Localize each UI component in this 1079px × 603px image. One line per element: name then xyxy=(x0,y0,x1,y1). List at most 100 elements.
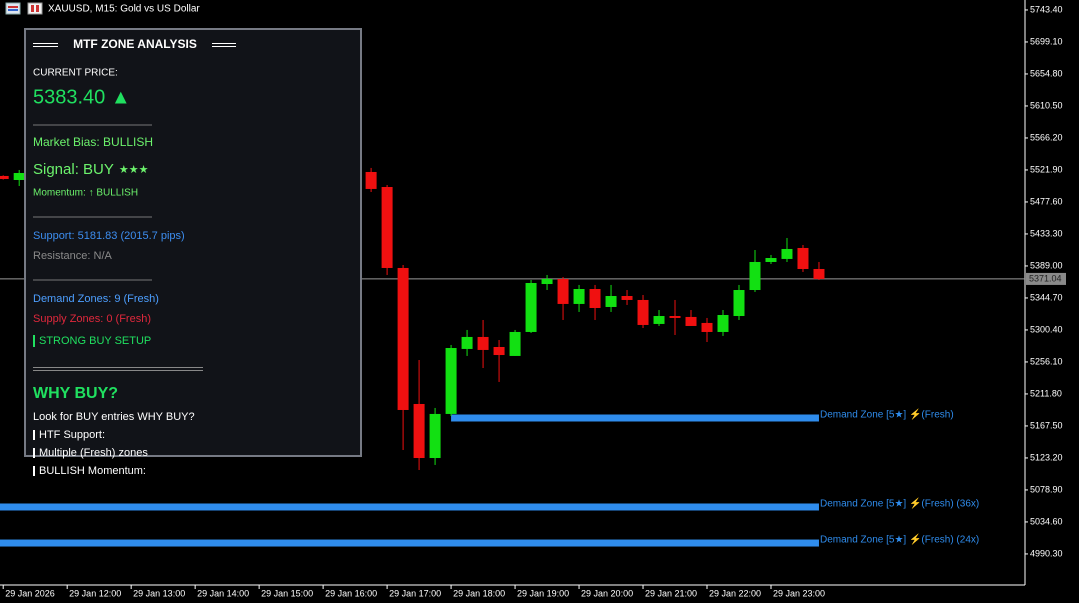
y-tick-label: 5123.20 xyxy=(1030,452,1063,462)
candle-body xyxy=(669,316,681,318)
icon[interactable] xyxy=(27,2,43,15)
x-tick-label: 29 Jan 23:00 xyxy=(773,588,825,598)
x-tick-label: 29 Jan 12:00 xyxy=(69,588,121,598)
candle-body xyxy=(365,171,377,189)
y-tick-label: 5211.80 xyxy=(1030,388,1062,398)
candle-body xyxy=(0,175,9,179)
candle-body xyxy=(493,346,505,356)
zone-label: Demand Zone [5★] ⚡(Fresh) xyxy=(820,408,954,421)
candle-body xyxy=(749,261,761,291)
bullet xyxy=(33,466,35,476)
setup-bar xyxy=(33,335,35,347)
candle-body xyxy=(685,316,697,326)
y-tick-label: 5477.60 xyxy=(1030,196,1063,206)
header: XAUUSD, M15: Gold vs US Dollar xyxy=(5,2,200,15)
icon xyxy=(31,5,34,12)
candle-body xyxy=(509,331,521,356)
setup: STRONG BUY SETUP xyxy=(39,335,151,347)
x-tick-label: 29 Jan 17:00 xyxy=(389,588,441,598)
candle-body xyxy=(477,336,489,350)
why-line: Look for BUY entries WHY BUY? xyxy=(33,411,195,423)
candle-body xyxy=(381,187,393,268)
momentum: Momentum: ↑ BULLISH xyxy=(33,188,138,199)
signal: Signal: BUY ★★★ xyxy=(33,161,149,178)
title-decoration xyxy=(33,43,236,47)
y-tick-label: 5433.30 xyxy=(1030,228,1063,238)
icon xyxy=(8,9,18,11)
candle-body xyxy=(461,336,473,349)
x-tick-label: 29 Jan 16:00 xyxy=(325,588,377,598)
candle-body xyxy=(813,268,825,279)
y-tick-label: 4990.30 xyxy=(1030,548,1063,558)
x-tick-label: 29 Jan 15:00 xyxy=(261,588,313,598)
y-tick-label: 5078.90 xyxy=(1030,484,1063,494)
current-price-box xyxy=(1026,272,1066,285)
candle-body xyxy=(653,316,665,324)
x-tick-label: 29 Jan 19:00 xyxy=(517,588,569,598)
candle-body xyxy=(637,299,649,325)
bullet xyxy=(33,448,35,458)
supply-zones: Supply Zones: 0 (Fresh) xyxy=(33,313,151,325)
plot: 5743.40 5699.10 5654.80 5610.50 5566.20 5521.… xyxy=(0,0,1066,598)
y-tick-label: 5699.10 xyxy=(1030,36,1063,46)
why-line: Multiple (Fresh) zones xyxy=(39,447,148,459)
signal-stars: ★★★ xyxy=(119,164,149,176)
icon xyxy=(8,6,18,8)
candle-body xyxy=(525,283,537,332)
candle-body xyxy=(605,296,617,307)
zone-label: Demand Zone [5★] ⚡(Fresh) (24x) xyxy=(820,533,979,546)
icon xyxy=(5,2,21,15)
icon xyxy=(36,5,39,12)
x-tick-label: 29 Jan 18:00 xyxy=(453,588,505,598)
candle-body xyxy=(557,278,569,304)
candle-body xyxy=(717,315,729,332)
candle-body xyxy=(13,172,25,180)
support: Support: 5181.83 (2015.7 pips) xyxy=(33,230,185,242)
candle-body xyxy=(445,348,457,414)
analysis-panel: MTF ZONE ANALYSIS CURRENT PRICE: 5383.40… xyxy=(24,28,362,477)
why-line: HTF Support: xyxy=(39,429,105,441)
demand-zone xyxy=(451,414,819,422)
y-tick-label: 5521.90 xyxy=(1030,164,1063,174)
resistance: Resistance: N/A xyxy=(33,250,113,262)
market-bias: Market Bias: BULLISH xyxy=(33,135,153,149)
y-tick-label: 5300.40 xyxy=(1030,324,1063,334)
x-tick-label: 29 Jan 14:00 xyxy=(197,588,249,598)
candle-body xyxy=(429,413,441,459)
candle-body xyxy=(573,288,585,304)
x-tick-label: 29 Jan 20:00 xyxy=(581,588,633,598)
panel-title: MTF ZONE ANALYSIS xyxy=(73,37,197,51)
price-label: CURRENT PRICE: xyxy=(33,68,118,79)
y-tick-label: 5743.40 xyxy=(1030,4,1063,14)
why-title: WHY BUY? xyxy=(33,385,118,402)
y-tick-label: 5034.60 xyxy=(1030,516,1063,526)
y-tick-label: 5566.20 xyxy=(1030,132,1063,142)
candle-body xyxy=(589,288,601,308)
demand-zone xyxy=(0,539,819,547)
x-tick-label: 29 Jan 21:00 xyxy=(645,588,697,598)
demand-zone xyxy=(0,503,819,511)
candle-body xyxy=(397,267,409,410)
y-tick-label: 5256.10 xyxy=(1030,356,1063,366)
demand-zones: Demand Zones: 9 (Fresh) xyxy=(33,293,159,305)
zone-label: Demand Zone [5★] ⚡(Fresh) (36x) xyxy=(820,497,979,510)
candle-body xyxy=(781,248,793,259)
candle-body xyxy=(621,296,633,300)
candle-body xyxy=(797,247,809,269)
y-tick-label: 5344.70 xyxy=(1030,292,1063,302)
x-tick-label: 29 Jan 22:00 xyxy=(709,588,761,598)
candle-body xyxy=(701,322,713,332)
current-price: 5383.40 ▲ xyxy=(33,86,131,108)
current-price-label: 5371.04 xyxy=(1029,273,1062,283)
y-tick-label: 5654.80 xyxy=(1030,68,1063,78)
candle-body xyxy=(541,278,553,285)
y-tick-label: 5389.00 xyxy=(1030,260,1063,270)
signal-text: Signal: BUY xyxy=(33,161,114,178)
y-tick-label: 5167.50 xyxy=(1030,420,1063,430)
y-tick-label: 5610.50 xyxy=(1030,100,1063,110)
candle-body xyxy=(765,258,777,262)
panel-box xyxy=(24,28,362,457)
symbol-title: XAUUSD, M15: Gold vs US Dollar xyxy=(48,4,200,15)
x-tick-label: 29 Jan 2026 xyxy=(5,588,55,598)
